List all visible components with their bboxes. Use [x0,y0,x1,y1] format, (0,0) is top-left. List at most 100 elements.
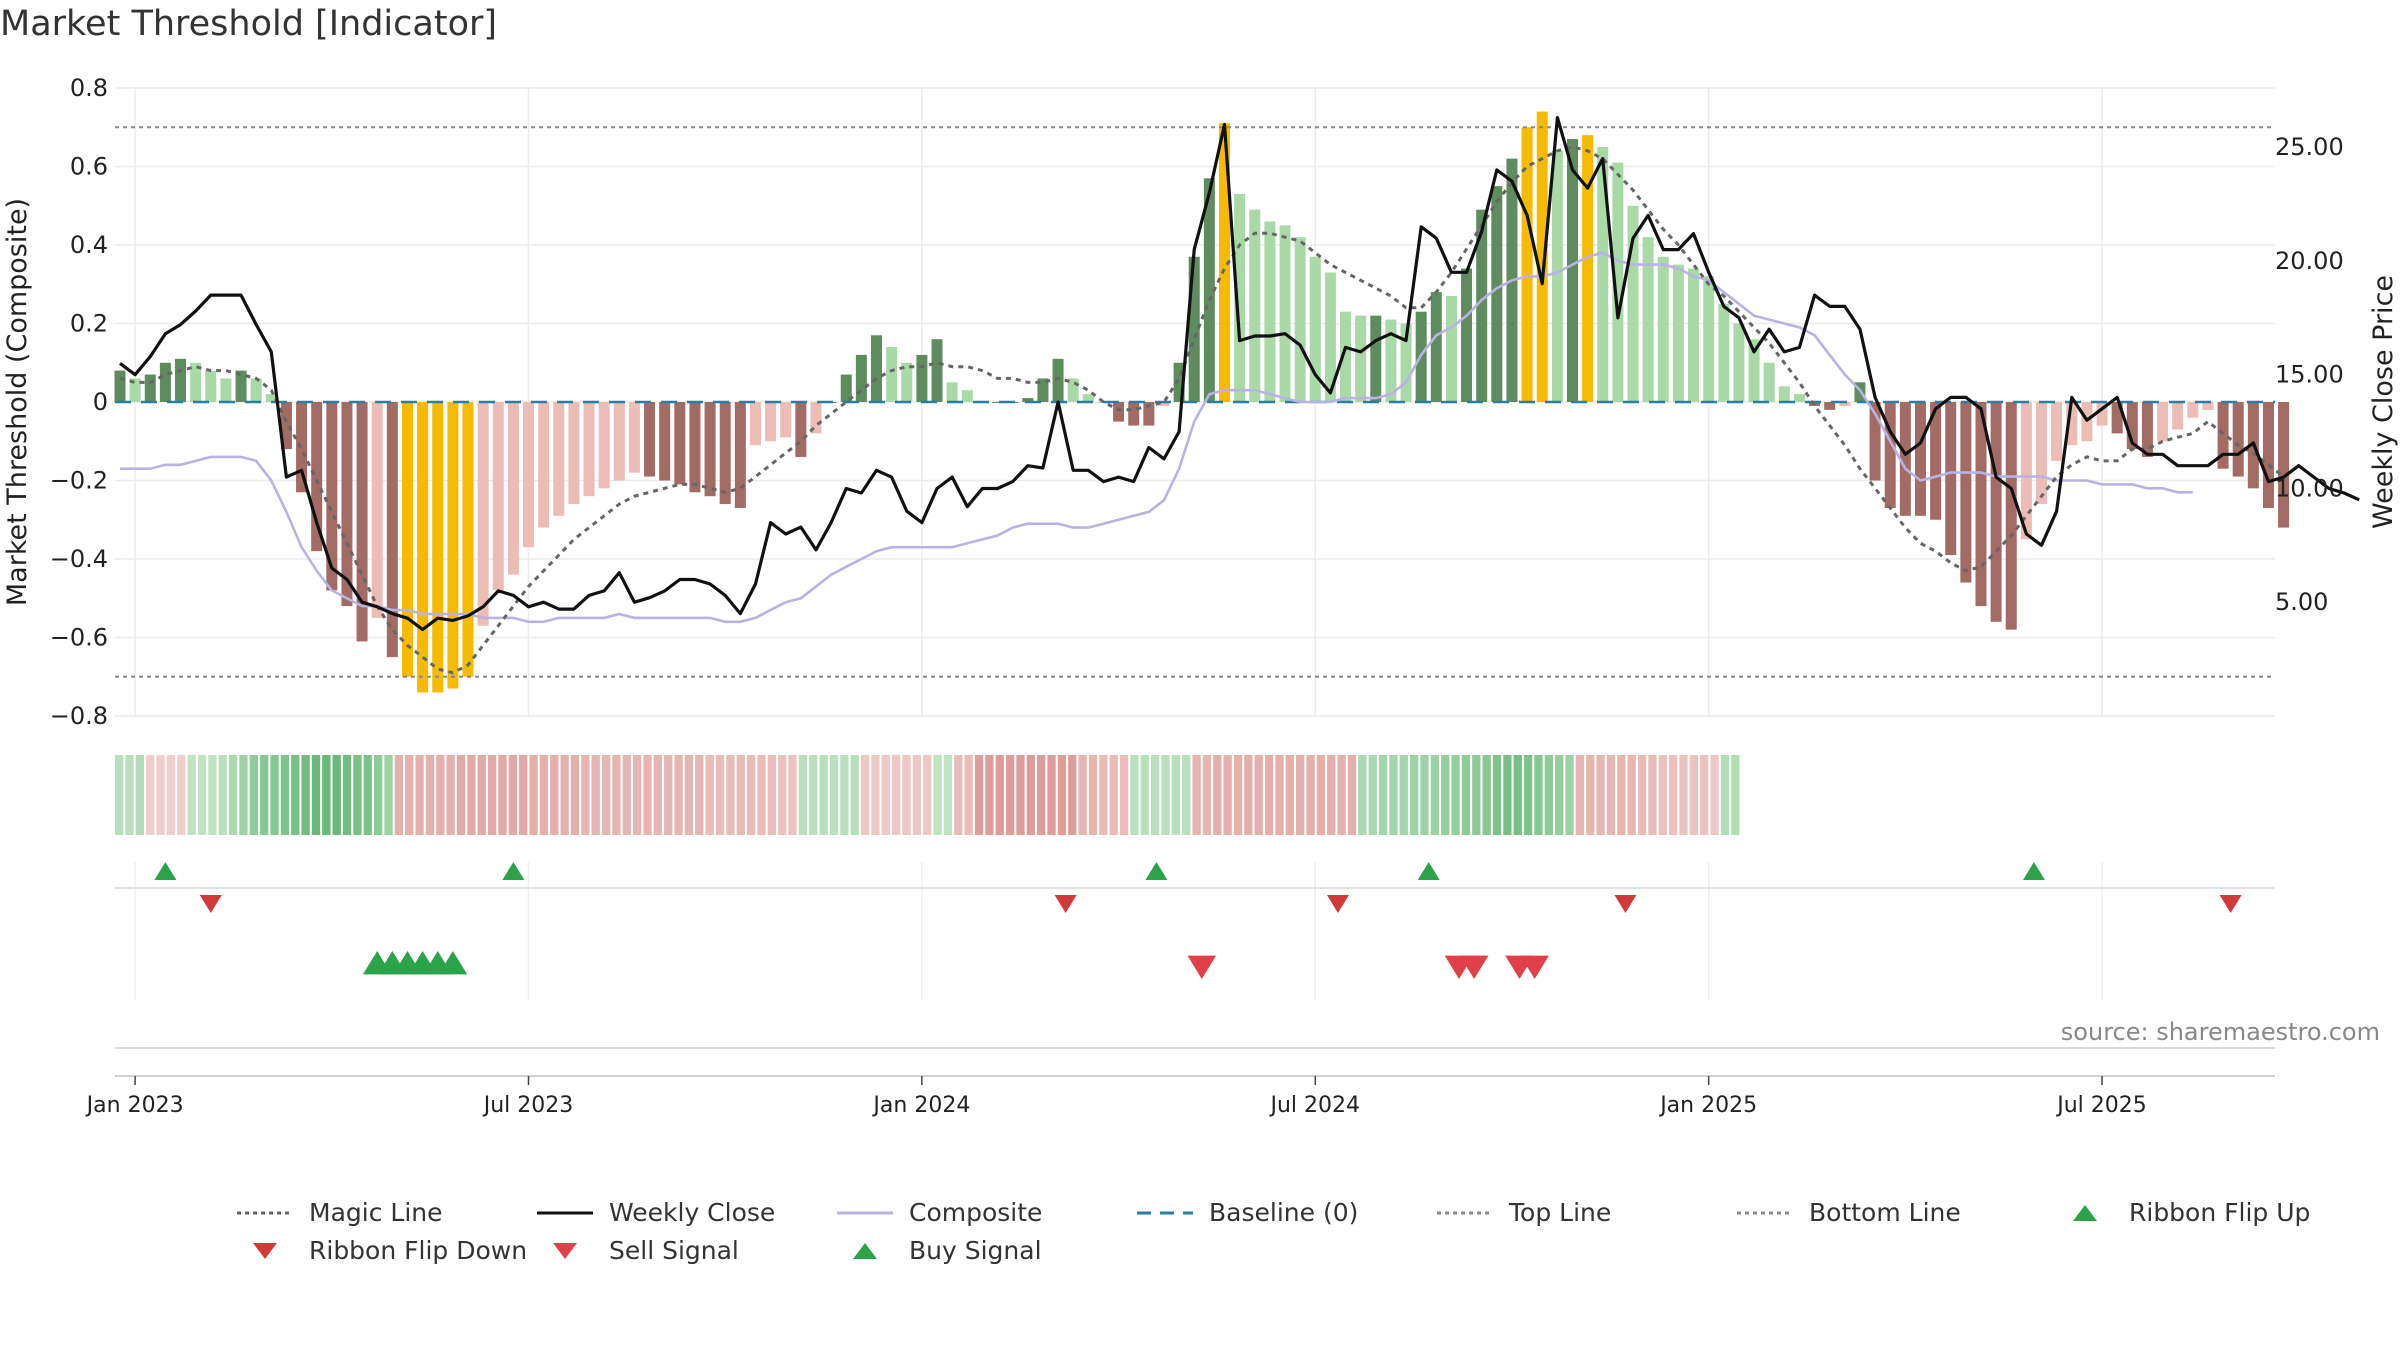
source-label: source: sharemaestro.com [2061,1018,2380,1046]
ribbon-cell [353,755,362,835]
y2-tick-label: 15.00 [2275,361,2344,389]
ribbon-cell [187,755,196,835]
ribbon-cell [1130,755,1139,835]
ribbon-cell [1161,755,1170,835]
composite-bar [1203,178,1215,402]
y2-tick-label: 10.00 [2275,474,2344,502]
composite-bar [114,370,126,402]
composite-bar [1869,402,1881,481]
composite-bar [1612,162,1624,402]
ribbon-cell [695,755,704,835]
composite-bar [2096,402,2108,426]
composite-bar [326,402,338,591]
composite-bar [780,402,792,438]
ribbon-cell [467,755,476,835]
ribbon-cell [1399,755,1408,835]
ribbon-cell [1264,755,1274,835]
composite-bar [628,402,640,473]
legend-label: Baseline (0) [1209,1198,1359,1227]
composite-bar [1355,315,1367,402]
ribbon-cell [860,755,870,835]
composite-bar [1718,303,1730,402]
ribbon-cell [1223,755,1232,835]
composite-bar [961,390,973,402]
ribbon-cell [923,755,932,835]
composite-bar [129,378,141,402]
composite-bar [1536,111,1548,403]
ribbon-cell [156,755,165,835]
ribbon-cell [311,755,321,835]
composite-bar [538,402,550,528]
composite-bar [492,402,504,591]
ribbon-cell [1451,755,1460,835]
y-tick-label: 0.4 [70,231,108,259]
ribbon-cell [1430,755,1440,835]
ribbon-cell [1068,755,1077,835]
dashed-line-icon [1137,1211,1193,1214]
ribbon-cell [1710,755,1719,835]
ribbon-cell [1492,755,1502,835]
y-tick-label: 0.6 [70,153,108,181]
ribbon-flip-up-marker [2022,862,2045,880]
ribbon-cell [1016,755,1025,835]
x-tick-label: Jul 2025 [2055,1093,2147,1118]
composite-bar [1582,135,1594,402]
ribbon-cell [974,755,984,835]
ribbon-cell [1368,755,1377,835]
composite-bar [1113,402,1125,422]
ribbon-cell [249,755,258,835]
ribbon-cell [1233,755,1243,835]
ribbon-cell [1700,755,1709,835]
legend-label: Bottom Line [1809,1198,1961,1227]
legend-label: Weekly Close [609,1198,776,1227]
ribbon-flip-up-marker [502,862,525,880]
x-tick-label: Jul 2023 [482,1093,574,1118]
composite-bar [1249,209,1261,402]
composite-bar [2232,402,2244,477]
composite-bar [689,402,701,493]
ribbon-cell [1648,755,1657,835]
ribbon-cell [1119,755,1129,835]
ribbon-cell [622,755,631,835]
composite-bar [871,335,882,402]
ribbon-cell [560,755,569,835]
composite-bar [250,378,262,402]
ribbon-cell [177,755,186,835]
ribbon-cell [280,755,290,835]
composite-bar [598,402,610,489]
ribbon-cell [726,755,735,835]
composite-bar [1824,402,1836,410]
ribbon-cell [405,755,414,835]
ribbon-flip-down-marker [1326,895,1349,913]
ribbon-cell [798,755,808,835]
composite-bar [280,402,292,450]
composite-bar [1551,150,1563,402]
legend-label: Top Line [1509,1198,1612,1227]
ribbon-cell [902,755,911,835]
composite-bar [1930,402,1942,520]
ribbon-cell [436,755,445,835]
composite-bar [2278,402,2290,528]
composite-bar [356,402,368,642]
ribbon-cell [208,755,217,835]
ribbon-cell [270,755,279,835]
ribbon-flip-down-marker [1054,895,1077,913]
composite-bar [2217,402,2229,469]
ribbon-cell [912,755,922,835]
composite-bar [2005,402,2017,630]
ribbon-cell [1544,755,1553,835]
composite-bar [568,402,580,505]
composite-bar [1400,323,1412,402]
composite-bar [1324,272,1336,402]
composite-bar [2202,402,2214,410]
composite-bar [674,402,686,485]
ribbon-cell [425,755,435,835]
ribbon-cell [1720,755,1730,835]
legend-item: Ribbon Flip Up [2055,1198,2310,1227]
ribbon-cell [498,755,507,835]
y-tick-label: 0 [93,388,108,416]
composite-bar [2187,402,2199,418]
ribbon-cell [1254,755,1263,835]
composite-bar [1022,398,1034,402]
